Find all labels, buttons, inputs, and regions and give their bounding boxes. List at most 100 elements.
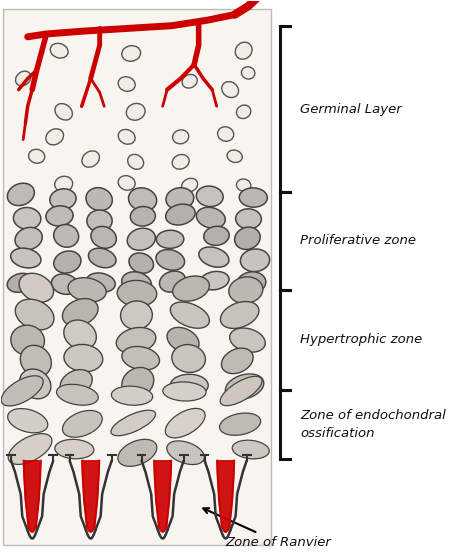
Ellipse shape: [229, 328, 265, 352]
Ellipse shape: [165, 408, 205, 438]
Ellipse shape: [219, 413, 261, 436]
Ellipse shape: [54, 251, 81, 273]
Ellipse shape: [235, 42, 252, 59]
Ellipse shape: [172, 345, 205, 373]
Ellipse shape: [159, 271, 186, 292]
Ellipse shape: [91, 226, 116, 248]
Ellipse shape: [15, 227, 42, 250]
Ellipse shape: [163, 382, 206, 401]
Polygon shape: [154, 461, 171, 532]
Ellipse shape: [46, 206, 73, 226]
Ellipse shape: [128, 188, 156, 211]
Ellipse shape: [86, 188, 112, 211]
Ellipse shape: [20, 345, 51, 377]
Polygon shape: [82, 461, 99, 532]
Ellipse shape: [225, 374, 264, 399]
Ellipse shape: [46, 129, 64, 145]
Ellipse shape: [182, 178, 198, 192]
Ellipse shape: [128, 154, 144, 169]
Ellipse shape: [89, 248, 116, 268]
Ellipse shape: [237, 179, 251, 191]
Ellipse shape: [111, 386, 153, 405]
Ellipse shape: [118, 175, 135, 190]
Ellipse shape: [118, 129, 135, 144]
Ellipse shape: [126, 104, 145, 120]
Ellipse shape: [196, 186, 223, 207]
Ellipse shape: [15, 299, 54, 330]
Ellipse shape: [218, 127, 234, 141]
Ellipse shape: [173, 130, 189, 144]
Ellipse shape: [241, 67, 255, 79]
Ellipse shape: [11, 248, 41, 268]
Ellipse shape: [1, 376, 43, 406]
Ellipse shape: [28, 149, 45, 163]
Ellipse shape: [52, 274, 78, 294]
Ellipse shape: [86, 273, 115, 292]
Ellipse shape: [111, 410, 155, 436]
Ellipse shape: [116, 328, 156, 353]
Ellipse shape: [82, 151, 100, 167]
Ellipse shape: [16, 71, 31, 86]
Ellipse shape: [237, 105, 251, 119]
Ellipse shape: [235, 227, 260, 250]
Ellipse shape: [156, 250, 184, 270]
Ellipse shape: [130, 207, 155, 226]
Ellipse shape: [87, 210, 112, 232]
Ellipse shape: [55, 439, 94, 459]
Ellipse shape: [173, 276, 210, 301]
Ellipse shape: [64, 320, 96, 349]
Ellipse shape: [56, 384, 98, 405]
Ellipse shape: [221, 348, 253, 374]
Ellipse shape: [227, 150, 242, 163]
Ellipse shape: [7, 273, 33, 292]
Ellipse shape: [200, 271, 229, 290]
FancyBboxPatch shape: [3, 9, 271, 545]
Polygon shape: [217, 461, 234, 532]
Ellipse shape: [239, 188, 267, 207]
Ellipse shape: [117, 280, 157, 306]
Ellipse shape: [122, 46, 141, 61]
Ellipse shape: [167, 328, 199, 353]
Ellipse shape: [236, 209, 261, 229]
Ellipse shape: [222, 81, 238, 97]
Ellipse shape: [129, 253, 154, 273]
Text: Zone of Ranvier: Zone of Ranvier: [203, 508, 331, 549]
Ellipse shape: [8, 434, 52, 465]
Ellipse shape: [8, 409, 48, 433]
Ellipse shape: [60, 370, 92, 396]
Text: Hypertrophic zone: Hypertrophic zone: [300, 333, 422, 346]
Ellipse shape: [50, 189, 76, 209]
Ellipse shape: [196, 207, 225, 228]
Ellipse shape: [232, 440, 269, 459]
Ellipse shape: [8, 183, 34, 206]
Ellipse shape: [122, 272, 152, 295]
Text: Proliferative zone: Proliferative zone: [300, 234, 416, 247]
Ellipse shape: [122, 368, 154, 398]
Ellipse shape: [170, 302, 210, 328]
Text: Germinal Layer: Germinal Layer: [300, 102, 401, 115]
Ellipse shape: [170, 374, 208, 397]
Ellipse shape: [11, 325, 45, 355]
Ellipse shape: [55, 104, 73, 120]
Ellipse shape: [64, 344, 103, 372]
Ellipse shape: [240, 249, 270, 272]
Ellipse shape: [68, 277, 106, 302]
Ellipse shape: [172, 154, 189, 169]
Ellipse shape: [55, 176, 73, 192]
Ellipse shape: [166, 188, 194, 210]
Ellipse shape: [120, 301, 152, 330]
Ellipse shape: [19, 273, 54, 302]
Polygon shape: [24, 461, 41, 532]
Ellipse shape: [13, 208, 41, 229]
Ellipse shape: [118, 77, 135, 91]
Ellipse shape: [63, 299, 98, 326]
Ellipse shape: [50, 43, 68, 58]
Ellipse shape: [229, 277, 263, 304]
Ellipse shape: [54, 224, 79, 247]
Ellipse shape: [156, 230, 184, 248]
Ellipse shape: [220, 377, 262, 405]
Ellipse shape: [63, 411, 102, 437]
Text: Zone of endochondral
ossification: Zone of endochondral ossification: [300, 409, 446, 440]
Ellipse shape: [220, 301, 259, 329]
Ellipse shape: [19, 369, 51, 399]
